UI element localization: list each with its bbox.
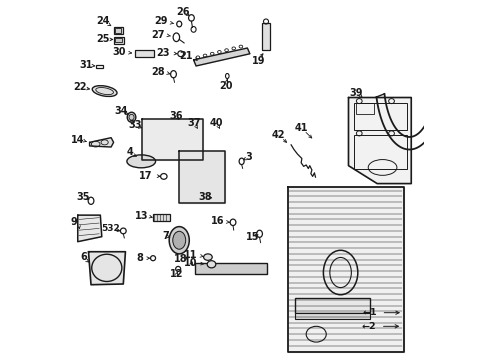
Bar — [113, 37, 123, 44]
Text: 17: 17 — [138, 171, 152, 181]
Polygon shape — [348, 98, 410, 184]
Text: 25: 25 — [96, 35, 109, 44]
Ellipse shape — [169, 226, 189, 254]
Text: 39: 39 — [348, 88, 362, 98]
Polygon shape — [179, 151, 224, 203]
Polygon shape — [142, 119, 203, 160]
Text: 9: 9 — [71, 217, 78, 227]
Text: 27: 27 — [151, 30, 164, 40]
Text: ←2: ←2 — [361, 322, 376, 331]
Bar — [195, 263, 266, 274]
Text: 21: 21 — [179, 51, 192, 61]
Bar — [294, 313, 369, 319]
Text: 8: 8 — [136, 253, 143, 263]
Text: 37: 37 — [187, 118, 201, 128]
Text: 532: 532 — [102, 224, 120, 233]
Text: 41: 41 — [294, 123, 307, 133]
Text: 13: 13 — [135, 211, 148, 221]
Bar — [115, 28, 121, 33]
Text: 4: 4 — [126, 147, 133, 157]
Text: 38: 38 — [198, 192, 211, 202]
Text: 19: 19 — [252, 56, 265, 66]
Ellipse shape — [126, 155, 155, 168]
Text: 36: 36 — [168, 111, 182, 121]
Text: 26: 26 — [176, 7, 189, 17]
Polygon shape — [193, 48, 249, 66]
Text: 35: 35 — [76, 192, 90, 202]
Text: 24: 24 — [96, 17, 109, 27]
Ellipse shape — [127, 112, 136, 122]
Polygon shape — [89, 138, 113, 147]
Ellipse shape — [203, 254, 212, 260]
Bar — [115, 38, 122, 42]
Polygon shape — [287, 187, 403, 352]
Text: 14: 14 — [71, 135, 84, 145]
Text: 20: 20 — [219, 81, 232, 91]
Text: 23: 23 — [156, 48, 169, 58]
Text: 12: 12 — [169, 269, 183, 279]
Bar — [113, 27, 122, 34]
Bar — [353, 135, 406, 169]
Bar — [153, 214, 170, 221]
Bar — [96, 64, 102, 68]
Text: ←1: ←1 — [362, 308, 376, 317]
Text: 42: 42 — [271, 130, 285, 140]
Text: 15: 15 — [245, 232, 259, 242]
Polygon shape — [78, 215, 102, 242]
Bar — [262, 23, 269, 50]
Text: 29: 29 — [154, 17, 167, 27]
Text: 6: 6 — [81, 252, 87, 262]
Text: 28: 28 — [151, 67, 164, 77]
Polygon shape — [88, 252, 125, 285]
Text: 40: 40 — [209, 118, 223, 128]
Ellipse shape — [172, 231, 185, 249]
Text: 16: 16 — [211, 216, 224, 226]
Text: 7: 7 — [162, 231, 169, 240]
Text: 30: 30 — [112, 46, 125, 57]
Text: 31: 31 — [79, 60, 93, 70]
Text: 11: 11 — [183, 250, 197, 260]
Text: 34: 34 — [114, 106, 127, 116]
Text: 3: 3 — [245, 152, 252, 162]
Ellipse shape — [92, 86, 117, 96]
Text: 22: 22 — [73, 82, 86, 93]
Text: 18: 18 — [173, 254, 187, 264]
Text: 33: 33 — [128, 121, 142, 130]
Bar — [294, 298, 369, 313]
Bar — [355, 103, 373, 114]
Bar — [135, 50, 153, 57]
Ellipse shape — [207, 261, 215, 268]
Bar — [195, 263, 266, 274]
Bar — [353, 103, 406, 130]
Text: 10: 10 — [183, 258, 197, 268]
